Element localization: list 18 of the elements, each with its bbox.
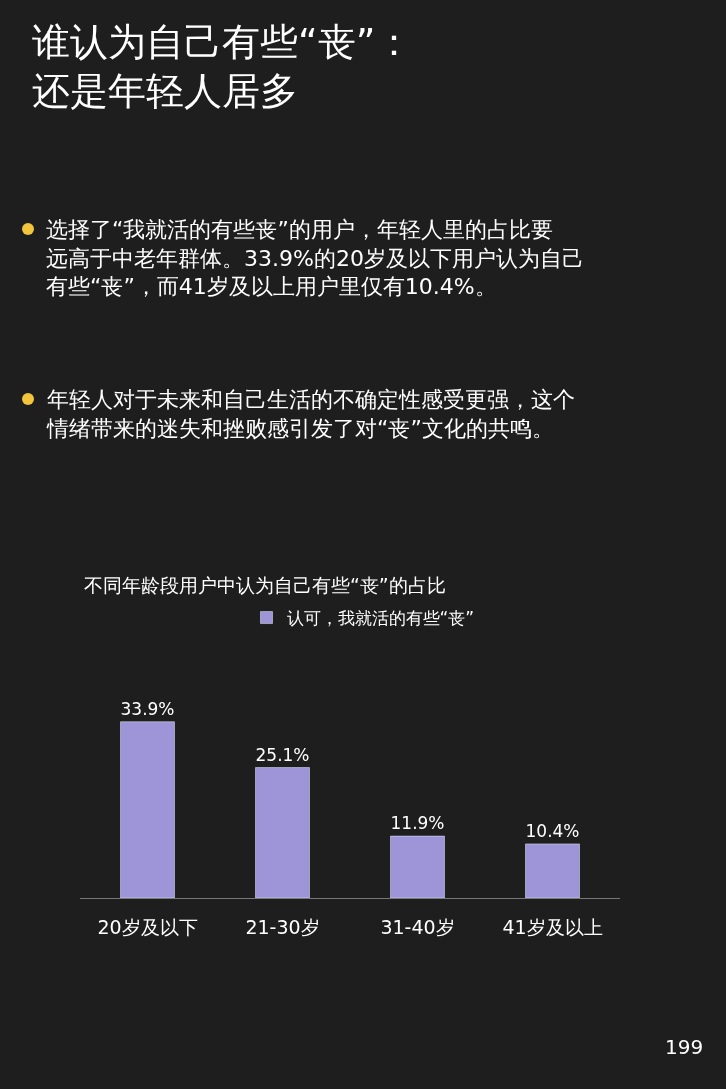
data-label: 10.4% (525, 821, 580, 842)
chart-title: 谁认为自己有些“丧”：还是年轻人居多 (32, 20, 414, 114)
text: 选择了“我就活的有些丧”的用户，年轻人里的占比要远高于中老年群体。33.9%的20岁及以下用户认为自己有些“丧”，而41岁及以上用户里仅有10.4%。 (46, 217, 584, 300)
x-tick-label: 21-30岁 (245, 915, 320, 938)
bar (390, 835, 445, 898)
data-label: 11.9% (390, 813, 445, 834)
legend-label: 认可，我就活的有些“丧” (286, 608, 475, 629)
text: 年轻人对于未来和自己生活的不确定性感受更强，这个情绪带来的迷失和挫败感引发了对“丧”文化的共鸣。 (46, 387, 575, 441)
text: 199 (665, 1035, 704, 1059)
chart-subtitle: 不同年龄段用户中认为自己有些“丧”的占比 (84, 574, 446, 596)
bar (525, 843, 580, 898)
bar (255, 767, 310, 898)
data-label: 33.9% (120, 698, 175, 719)
bar (120, 721, 175, 898)
x-tick-label: 41岁及以上 (502, 915, 603, 938)
x-tick-label: 31-40岁 (380, 915, 455, 938)
x-tick-label: 20岁及以下 (97, 915, 198, 938)
data-label: 25.1% (255, 744, 310, 765)
